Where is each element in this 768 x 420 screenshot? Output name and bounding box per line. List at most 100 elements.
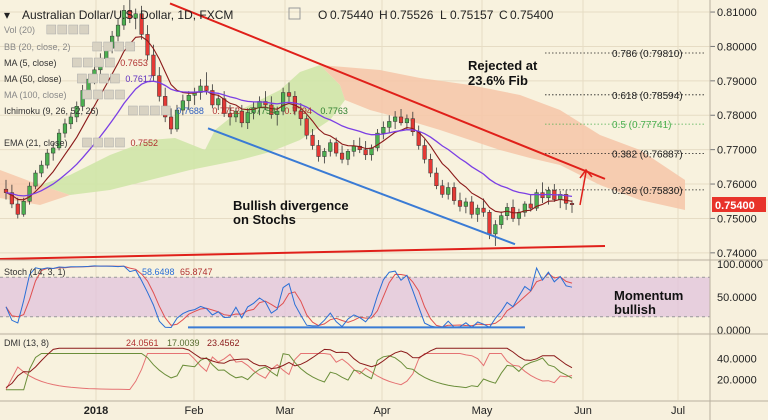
indicator-value: 0.7617 <box>125 74 153 84</box>
dmi-panel-bg <box>0 336 710 400</box>
price-tick-label: 0.79000 <box>717 76 757 88</box>
price-tick-label: 0.77000 <box>717 145 757 157</box>
support-trendline <box>0 244 606 260</box>
stoch-d-value: 65.8747 <box>180 267 213 277</box>
candle-body <box>487 211 492 235</box>
close-label: C <box>499 8 508 22</box>
candle-body <box>286 92 292 97</box>
ma50-line <box>5 80 573 198</box>
candle-body <box>404 118 409 124</box>
candle-body <box>281 92 286 112</box>
annotation-rejected-1: Rejected at <box>468 58 538 73</box>
candle-body <box>369 147 374 156</box>
indicator-control-icon <box>104 137 114 148</box>
dmi-label: DMI (13, 8) <box>4 338 49 348</box>
candle-body <box>469 201 474 215</box>
last-price-value: 0.75400 <box>715 200 755 212</box>
candle-body <box>251 107 256 113</box>
symbol-title: Australian Dollar/U.S. Dollar, 1D, FXCM <box>22 8 233 22</box>
candle-body <box>233 110 239 118</box>
indicator-control-icon <box>77 73 87 84</box>
candle-body <box>169 116 174 130</box>
candle-body <box>21 200 26 215</box>
indicator-control-icon <box>82 137 92 148</box>
candle-body <box>174 109 180 130</box>
indicator-label: MA (100, close) <box>4 90 67 100</box>
indicator-value: 0.7688 <box>176 106 204 116</box>
indicator-control-icon <box>68 24 79 35</box>
candle-body <box>68 116 73 125</box>
candle-body <box>204 85 209 91</box>
low-label: L <box>440 8 447 22</box>
indicator-control-icon <box>94 57 104 68</box>
price-tick-label: 0.74000 <box>717 248 757 260</box>
candle-body <box>210 90 215 106</box>
header-eye-icon[interactable] <box>288 7 301 20</box>
price-tick-label: 0.75000 <box>717 213 757 225</box>
indicator-value: 0.7754 <box>248 106 276 116</box>
candle-body <box>475 207 480 215</box>
annotation-divergence-2: on Stochs <box>233 212 296 227</box>
close-value: 0.75400 <box>510 8 554 22</box>
candle-body <box>339 152 345 160</box>
fib-label: 0.236 (0.75830) <box>612 186 683 197</box>
candle-body <box>74 106 79 118</box>
candle-body <box>457 200 463 207</box>
dmi-panel: 40.0000 20.0000 <box>5 347 757 391</box>
ichimoku-cloud-red-left <box>0 170 70 205</box>
trendlines <box>0 2 606 260</box>
time-tick-label: Jul <box>671 405 685 417</box>
fib-label: 0.382 (0.76887) <box>612 150 683 161</box>
candle-body <box>351 145 356 152</box>
candle-body <box>51 147 56 154</box>
candle-body <box>375 132 380 149</box>
indicator-control-icon <box>104 89 114 100</box>
indicator-control-icon <box>115 89 125 100</box>
stoch-tick-label: 0.0000 <box>717 325 751 337</box>
collapse-icon[interactable]: ▾ <box>4 8 10 22</box>
candle-body <box>133 13 138 19</box>
open-label: O <box>318 8 327 22</box>
indicator-value: 0.7552 <box>131 138 159 148</box>
indicator-label: Ichimoku (9, 26, 52, 26) <box>4 106 99 116</box>
fib-levels: 0.786 (0.79810) 0.618 (0.78594) 0.5 (0.777… <box>545 49 705 197</box>
candle-body <box>363 149 368 156</box>
dmi-legend: DMI (13, 8) 24.0561 17.0039 23.4562 <box>4 338 240 348</box>
candle-body <box>345 151 351 160</box>
candle-body <box>569 203 575 205</box>
price-tick-label: 0.78000 <box>717 110 757 122</box>
time-tick-label: May <box>472 405 493 417</box>
breakout-arrow <box>579 168 593 206</box>
price-tick-label: 0.80000 <box>717 41 757 53</box>
stoch-tick-label: 100.0000 <box>717 259 763 271</box>
candle-body <box>328 142 333 152</box>
indicator-control-icon <box>139 105 149 116</box>
indicator-control-icon <box>93 89 103 100</box>
indicator-control-icon <box>103 41 113 52</box>
candle-body <box>115 24 121 37</box>
indicator-control-icon <box>115 137 125 148</box>
annotation-momentum-2: bullish <box>614 302 656 317</box>
candle-body <box>452 187 457 201</box>
candle-body <box>56 132 62 149</box>
resistance-trendline <box>169 2 606 180</box>
stoch-k-value: 58.6498 <box>142 267 175 277</box>
annotations: Rejected at 23.6% Fib Bullish divergence… <box>233 58 683 317</box>
candle-body <box>216 98 221 106</box>
price-tick-label: 0.81000 <box>717 7 757 19</box>
candle-body <box>387 121 392 128</box>
indicator-control-icon <box>83 57 93 68</box>
stoch-band <box>0 277 710 317</box>
candle-body <box>198 85 203 93</box>
candle-body <box>9 192 14 205</box>
axes: 0.81000 0.80000 0.79000 0.78000 0.77000 0.760… <box>84 7 757 417</box>
candle-body <box>39 164 44 174</box>
candle-body <box>151 54 156 76</box>
indicator-control-icon <box>92 41 102 52</box>
candle-body <box>398 116 404 124</box>
dmi-plus-value: 24.0561 <box>126 338 159 348</box>
dmi-adx-value: 23.4562 <box>207 338 240 348</box>
fib-label: 0.618 (0.78594) <box>612 91 683 102</box>
annotation-divergence-1: Bullish divergence <box>233 198 349 213</box>
